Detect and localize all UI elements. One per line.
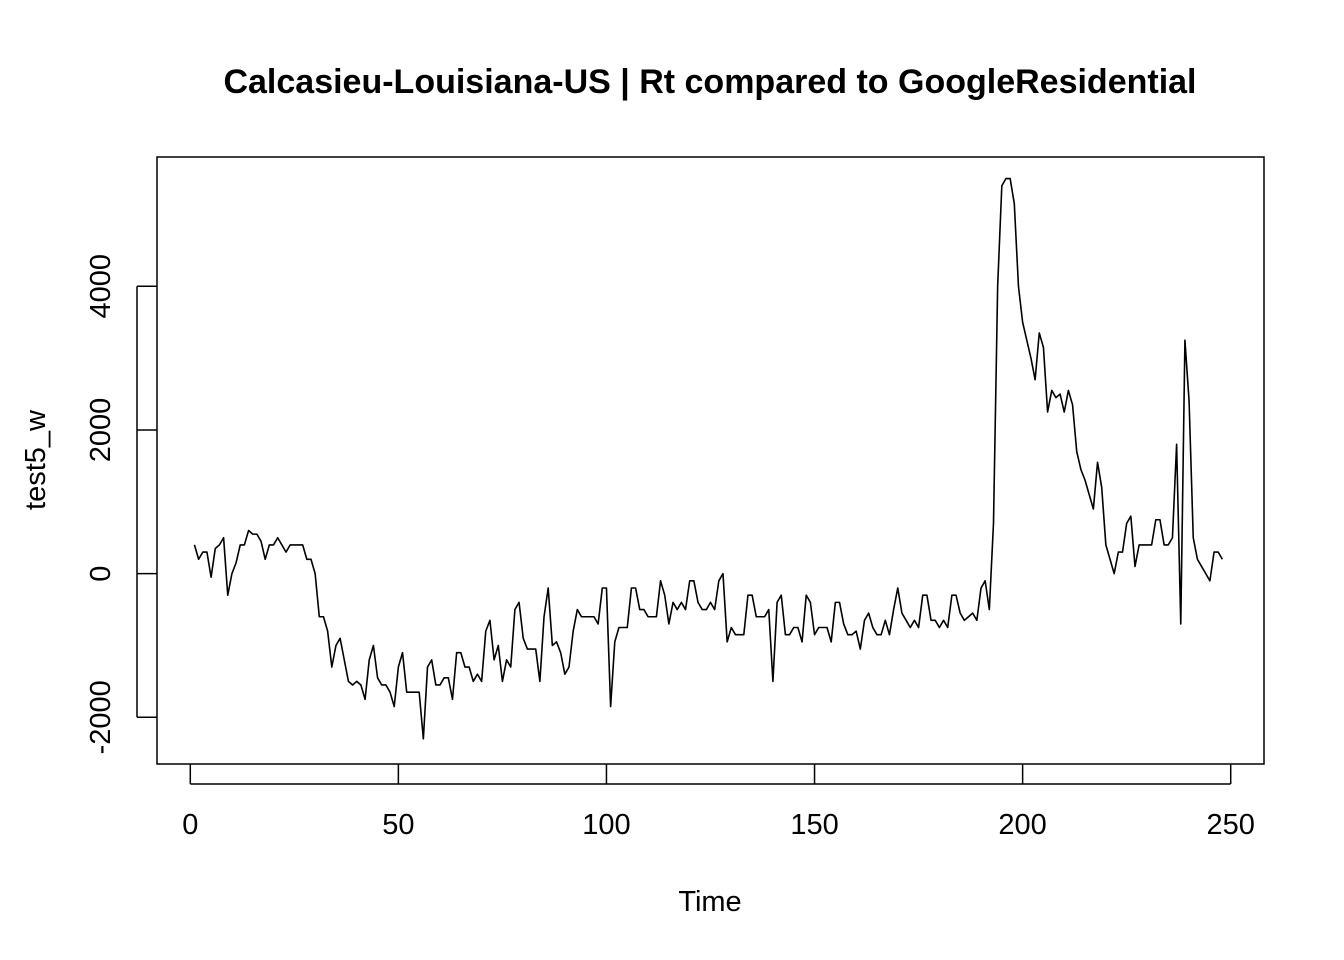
- y-tick-label: 0: [85, 566, 117, 582]
- x-tick-label: 0: [182, 809, 198, 841]
- series-line: [193, 177, 1224, 740]
- plot-frame: [156, 156, 1265, 765]
- y-axis: -2000 0 2000 4000: [85, 254, 157, 754]
- x-tick-label: 200: [998, 809, 1046, 841]
- y-tick-label: -2000: [85, 680, 117, 754]
- x-axis: 0 50 100 150 200 250: [182, 764, 1255, 841]
- y-axis-label: test5_w: [20, 409, 52, 510]
- x-tick-label: 100: [582, 809, 630, 841]
- x-tick-label: 250: [1207, 809, 1255, 841]
- x-tick-label: 150: [790, 809, 838, 841]
- x-axis-label: Time: [678, 886, 741, 918]
- chart-title: Calcasieu-Louisiana-US | Rt compared to …: [223, 63, 1196, 101]
- x-tick-label: 50: [382, 809, 414, 841]
- y-tick-label: 4000: [85, 254, 117, 319]
- y-tick-label: 2000: [85, 398, 117, 463]
